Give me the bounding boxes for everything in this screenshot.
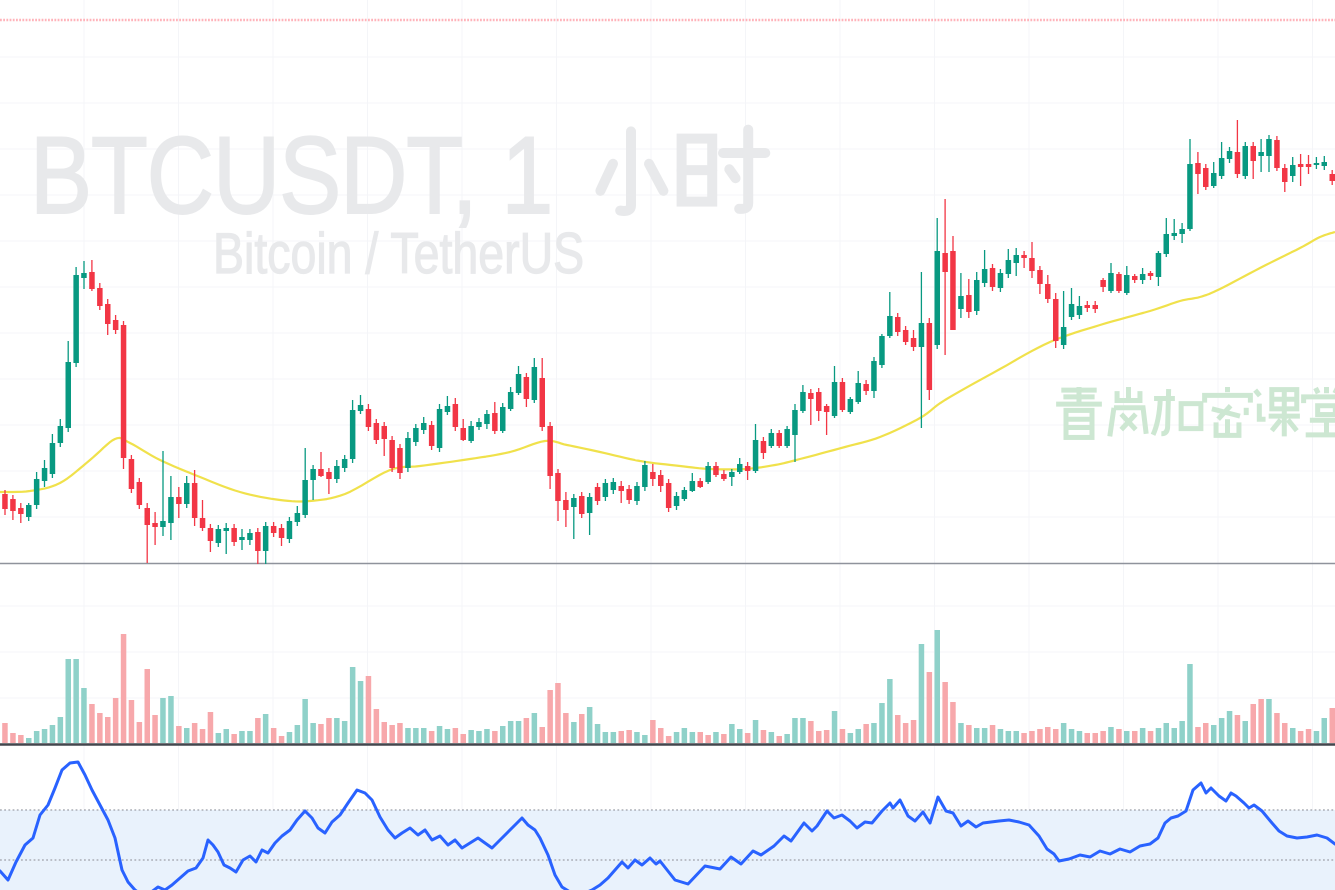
svg-text:BTCUSDT, 1: BTCUSDT, 1 (30, 114, 552, 237)
svg-text:Bitcoin / TetherUS: Bitcoin / TetherUS (213, 222, 584, 286)
